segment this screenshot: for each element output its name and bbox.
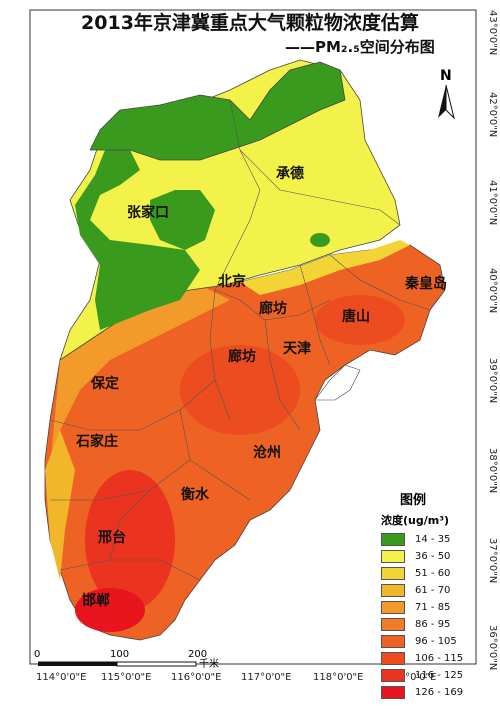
legend-swatch (381, 686, 405, 699)
lat-label: 37°0'0"N (487, 538, 498, 583)
city-label: 邢台 (97, 529, 126, 546)
legend-item: 116 - 125 (381, 669, 463, 682)
north-arrow-icon (438, 84, 455, 120)
legend-label: 116 - 125 (415, 670, 464, 681)
scale-tick: 100 (110, 649, 129, 660)
lon-label: 117°0'0"E (241, 672, 291, 683)
legend-item: 61 - 70 (381, 584, 450, 597)
legend-label: 61 - 70 (415, 585, 451, 596)
scale-unit: 千米 (199, 657, 219, 670)
legend-swatch (381, 550, 405, 563)
orange-belt-2 (45, 430, 75, 580)
heat-patch (315, 295, 405, 345)
green-zone-north (89, 61, 346, 161)
legend-label: 96 - 105 (415, 636, 457, 647)
lat-label: 40°0'0"N (487, 268, 498, 313)
city-label: 衡水 (181, 486, 210, 503)
heat-patch (75, 588, 145, 632)
legend-swatch (381, 584, 405, 597)
city-label: 张家口 (127, 204, 169, 221)
legend-item: 71 - 85 (381, 601, 450, 614)
city-label: 邯郸 (82, 592, 110, 609)
legend-label: 126 - 169 (415, 687, 464, 698)
legend-swatch (381, 669, 405, 682)
city-label: 唐山 (342, 308, 370, 325)
city-label: 承德 (276, 165, 304, 182)
lat-label: 38°0'0"N (487, 448, 498, 493)
bay (314, 364, 361, 401)
city-label: 北京 (218, 273, 246, 290)
yellow-transition (240, 240, 410, 295)
map-title: 2013年京津冀重点大气颗粒物浓度估算 (81, 12, 419, 34)
city-label: 保定 (90, 375, 119, 392)
district-boundaries (49, 99, 431, 581)
city-label: 廊坊 (259, 300, 287, 317)
legend-item: 126 - 169 (381, 686, 463, 699)
green-zone-mid (150, 190, 215, 250)
legend-swatch (381, 652, 405, 665)
legend-swatch (381, 567, 405, 580)
lat-label: 42°0'0"N (487, 92, 498, 137)
heat-patch (180, 345, 300, 435)
green-zone-zhangjiakou (75, 150, 200, 330)
map-frame (29, 9, 477, 665)
scale-bar (38, 661, 197, 667)
legend-label: 51 - 60 (415, 568, 451, 579)
legend-title: 图例 (400, 493, 427, 508)
legend-swatch (381, 601, 405, 614)
legend-label: 71 - 85 (415, 602, 451, 613)
lat-label: 36°0'0"N (487, 625, 498, 670)
legend-item: 14 - 35 (381, 533, 450, 546)
lon-label: 119°0'0"E (386, 672, 436, 683)
city-label: 秦皇岛 (404, 275, 447, 292)
north-label: N (440, 68, 452, 84)
lat-label: 43°0'0"N (487, 10, 498, 55)
lon-label: 115°0'0"E (101, 672, 151, 683)
legend-swatch (381, 618, 405, 631)
legend-label: 14 - 35 (415, 534, 451, 545)
city-label: 廊坊 (228, 348, 256, 365)
legend-swatch (381, 533, 405, 546)
scale-tick: 0 (34, 649, 40, 660)
scale-tick: 200 (188, 649, 207, 660)
legend-label: 86 - 95 (415, 619, 451, 630)
city-label: 天津 (283, 340, 311, 357)
heat-patch (85, 470, 175, 610)
city-label: 石家庄 (75, 433, 118, 450)
map-subtitle: ——PM₂.₅空间分布图 (285, 38, 435, 56)
legend-item: 96 - 105 (381, 635, 457, 648)
lat-label: 39°0'0"N (487, 358, 498, 403)
city-label: 沧州 (253, 444, 281, 461)
legend-item: 106 - 115 (381, 652, 463, 665)
green-patch (310, 233, 330, 247)
lon-label: 116°0'0"E (171, 672, 221, 683)
legend-label: 106 - 115 (415, 653, 464, 664)
legend-subtitle: 浓度(ug/m³) (381, 514, 450, 527)
legend-label: 36 - 50 (415, 551, 451, 562)
legend-item: 36 - 50 (381, 550, 450, 563)
legend-item: 86 - 95 (381, 618, 450, 631)
legend-item: 51 - 60 (381, 567, 450, 580)
lon-label: 114°0'0"E (36, 672, 86, 683)
legend-swatch (381, 635, 405, 648)
lat-label: 41°0'0"N (487, 180, 498, 225)
lon-label: 118°0'0"E (313, 672, 363, 683)
